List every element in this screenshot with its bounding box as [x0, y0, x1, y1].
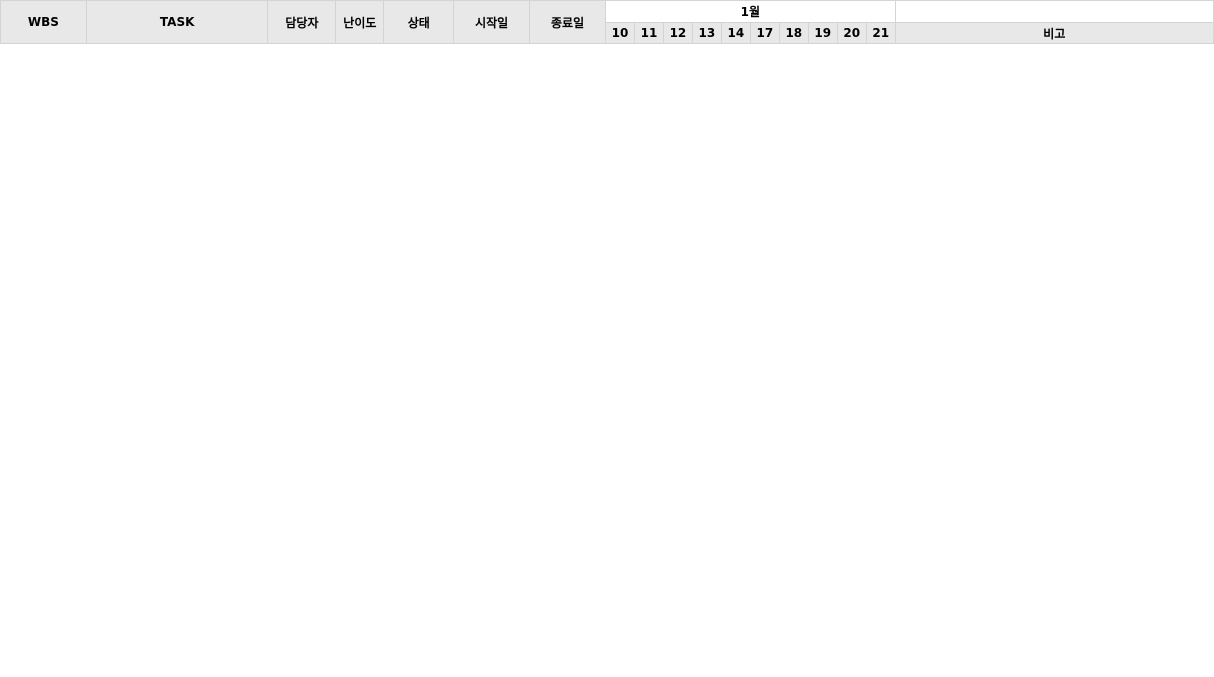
header-day[interactable]: 17: [749, 22, 780, 44]
header-end-date[interactable]: 종료일: [529, 0, 606, 44]
header-month[interactable]: 1월: [605, 0, 896, 23]
header-blank[interactable]: [894, 0, 1214, 23]
header-day[interactable]: 18: [778, 22, 809, 44]
header-day[interactable]: 21: [865, 22, 896, 44]
header-task[interactable]: TASK: [85, 0, 269, 44]
header-day[interactable]: 19: [807, 22, 838, 44]
header-wbs[interactable]: WBS: [0, 0, 87, 44]
header-status[interactable]: 상태: [383, 0, 455, 44]
header-day[interactable]: 14: [720, 22, 751, 44]
header-day[interactable]: 11: [633, 22, 664, 44]
header-start-date[interactable]: 시작일: [453, 0, 531, 44]
header-day[interactable]: 12: [662, 22, 693, 44]
wbs-schedule-table: WBS TASK 담당자 난이도 상태 시작일 종료일 1월 10 11 12 …: [0, 0, 1214, 44]
header-notes[interactable]: 비고: [894, 22, 1214, 44]
header-level[interactable]: 난이도: [335, 0, 385, 44]
header-day[interactable]: 20: [836, 22, 867, 44]
header-day[interactable]: 13: [691, 22, 722, 44]
header-owner[interactable]: 담당자: [267, 0, 337, 44]
header-day[interactable]: 10: [605, 22, 635, 44]
